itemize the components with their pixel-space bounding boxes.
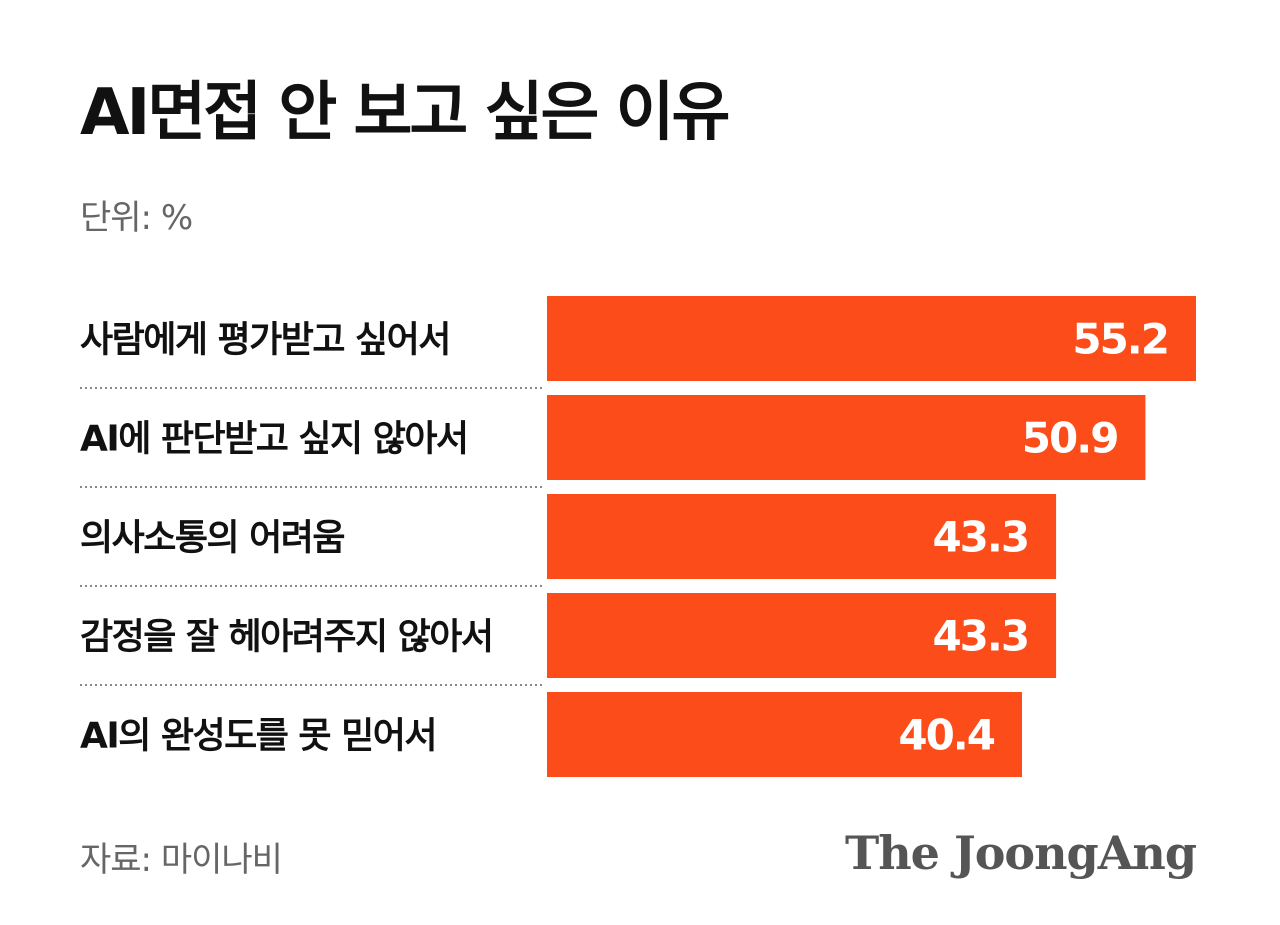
unit-label: 단위: % (80, 198, 193, 238)
source-label: 자료: 마이나비 (80, 840, 283, 880)
joongang-logo: The JoongAng (845, 826, 1197, 880)
category-label: 사람에게 평가받고 싶어서 (80, 320, 450, 361)
category-label: 감정을 잘 헤아려주지 않아서 (80, 617, 493, 658)
value-label: 55.2 (1072, 315, 1168, 364)
category-label: AI에 판단받고 싶지 않아서 (80, 419, 468, 460)
bar (547, 494, 1057, 579)
value-label: 43.3 (932, 513, 1028, 562)
bar (547, 296, 1196, 381)
value-label: 43.3 (932, 612, 1028, 661)
bar (547, 593, 1057, 678)
category-label: 의사소통의 어려움 (80, 518, 344, 559)
bar (547, 395, 1146, 480)
chart-title: AI면접 안 보고 싶은 이유 (80, 76, 730, 150)
bar (547, 692, 1022, 777)
value-label: 40.4 (898, 711, 994, 760)
category-label: AI의 완성도를 못 믿어서 (80, 716, 436, 757)
value-label: 50.9 (1022, 414, 1118, 463)
